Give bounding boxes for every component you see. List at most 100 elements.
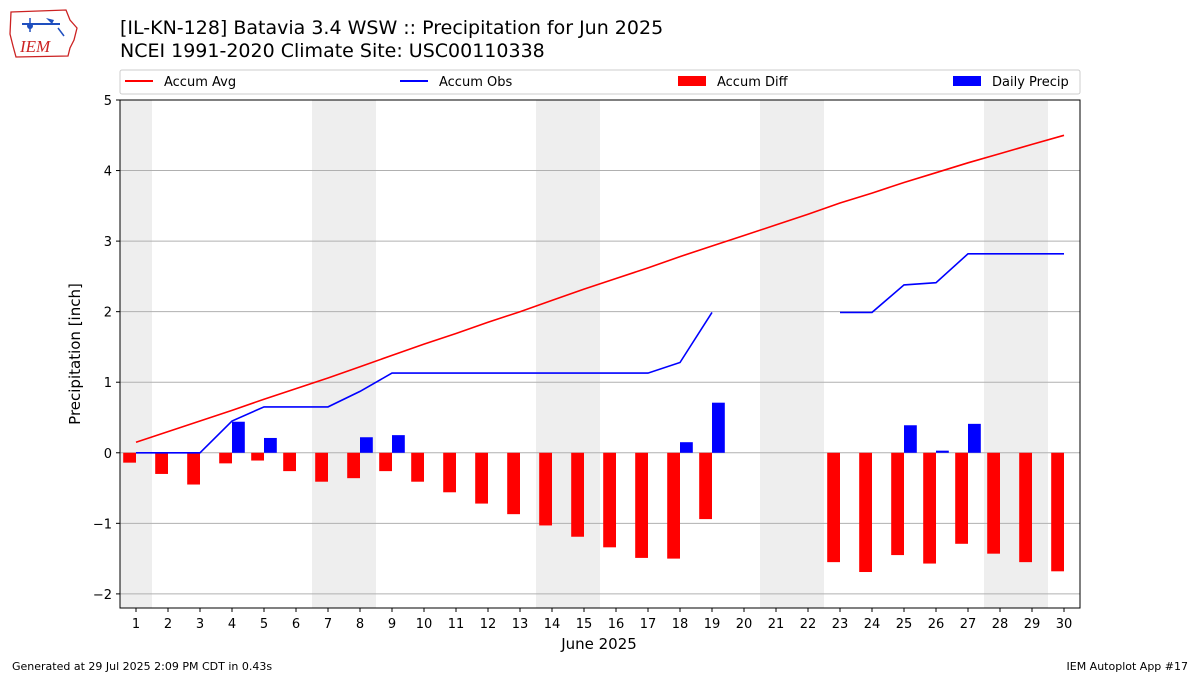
daily-precip-bar <box>904 425 917 453</box>
x-tick-label: 20 <box>736 617 753 632</box>
y-tick-label: 3 <box>104 235 112 250</box>
daily-precip-bar <box>712 402 725 453</box>
accum-diff-bar <box>347 452 360 479</box>
y-tick-label: 5 <box>104 94 112 109</box>
x-tick-label: 26 <box>928 617 945 632</box>
x-tick-label: 1 <box>132 617 140 632</box>
bars <box>123 402 1064 573</box>
x-tick-label: 7 <box>324 617 332 632</box>
daily-precip-bar <box>264 437 277 453</box>
x-tick-label: 30 <box>1056 617 1073 632</box>
logo-text: IEM <box>19 37 51 56</box>
accum-diff-bar <box>315 452 328 482</box>
x-tick-label: 8 <box>356 617 364 632</box>
accum-diff-bar <box>923 452 936 564</box>
legend-label-accum-avg: Accum Avg <box>164 75 236 90</box>
series-lines <box>135 134 1065 454</box>
x-tick-label: 3 <box>196 617 204 632</box>
weekend-band <box>120 100 152 608</box>
accum-obs-line <box>136 253 1064 454</box>
legend-swatch-accum-diff <box>678 76 706 86</box>
accum-diff-bar <box>187 452 200 485</box>
accum-diff-bar <box>155 452 168 474</box>
x-tick-label: 27 <box>960 617 977 632</box>
accum-diff-bar <box>475 452 488 504</box>
y-tick-label: 1 <box>104 376 112 391</box>
accum-diff-bar <box>699 452 712 520</box>
y-tick-label: 2 <box>104 306 112 321</box>
plot-frame <box>119 99 1081 609</box>
x-axis-label: June 2025 <box>560 635 637 653</box>
accum-diff-bar <box>1019 452 1032 563</box>
accum-diff-bar <box>251 452 264 461</box>
legend: Accum Avg Accum Obs Accum Diff Daily Precip <box>119 69 1081 95</box>
x-tick-label: 15 <box>576 617 593 632</box>
x-tick-label: 2 <box>164 617 172 632</box>
accum-diff-bar <box>283 452 296 472</box>
daily-precip-bar <box>392 435 405 453</box>
x-tick-label: 11 <box>448 617 465 632</box>
accum-diff-bar <box>539 452 552 526</box>
daily-precip-bar <box>968 423 981 453</box>
accum-diff-bar <box>123 452 136 463</box>
accum-diff-bar <box>411 452 424 482</box>
accum-diff-bar <box>603 452 616 548</box>
x-tick-label: 22 <box>800 617 817 632</box>
accum-diff-bar <box>379 452 392 472</box>
legend-label-accum-obs: Accum Obs <box>439 75 512 90</box>
daily-precip-bar <box>936 450 949 453</box>
app-note: IEM Autoplot App #17 <box>1066 660 1189 673</box>
x-tick-label: 14 <box>544 617 561 632</box>
weekend-band <box>312 100 376 608</box>
accum-diff-bar <box>219 452 232 464</box>
x-tick-label: 17 <box>640 617 657 632</box>
x-tick-label: 6 <box>292 617 300 632</box>
accum-diff-bar <box>635 452 648 558</box>
accum-diff-bar <box>955 452 968 544</box>
y-tick-label: −2 <box>93 588 112 603</box>
daily-precip-bar <box>680 442 693 453</box>
y-tick-label: 4 <box>104 165 112 180</box>
iowa-map-icon: IEM <box>9 9 78 58</box>
accum-diff-bar <box>987 452 1000 554</box>
x-tick-label: 24 <box>864 617 881 632</box>
weekend-band <box>760 100 824 608</box>
chart-subtitle: NCEI 1991-2020 Climate Site: USC00110338 <box>120 40 545 62</box>
accum-diff-bar <box>827 452 840 563</box>
daily-precip-bar <box>232 421 245 453</box>
accum-diff-bar <box>1051 452 1064 572</box>
y-axis-label: Precipitation [inch] <box>66 283 84 425</box>
legend-label-daily-precip: Daily Precip <box>992 75 1069 90</box>
y-axis: −2 −1 0 1 2 3 4 5 <box>93 94 120 603</box>
y-tick-label: 0 <box>104 447 112 462</box>
accum-diff-bar <box>859 452 872 573</box>
accum-diff-bar <box>507 452 520 515</box>
accum-diff-bar <box>443 452 456 493</box>
daily-precip-bar <box>360 437 373 453</box>
chart-title: [IL-KN-128] Batavia 3.4 WSW :: Precipita… <box>120 17 664 39</box>
x-tick-label: 4 <box>228 617 236 632</box>
x-tick-label: 29 <box>1024 617 1041 632</box>
x-tick-label: 19 <box>704 617 721 632</box>
x-tick-label: 9 <box>388 617 396 632</box>
accum-avg-line <box>135 134 1065 443</box>
legend-label-accum-diff: Accum Diff <box>717 75 789 90</box>
legend-swatch-daily-precip <box>953 76 981 86</box>
x-tick-label: 18 <box>672 617 689 632</box>
x-tick-label: 12 <box>480 617 497 632</box>
x-tick-label: 5 <box>260 617 268 632</box>
accum-diff-bar <box>891 452 904 556</box>
x-tick-label: 28 <box>992 617 1009 632</box>
x-tick-label: 23 <box>832 617 849 632</box>
x-tick-label: 21 <box>768 617 785 632</box>
x-tick-label: 25 <box>896 617 913 632</box>
x-tick-label: 16 <box>608 617 625 632</box>
iem-logo: IEM <box>8 6 80 60</box>
y-tick-label: −1 <box>93 517 112 532</box>
accum-diff-bar <box>667 452 680 559</box>
weekend-band <box>536 100 600 608</box>
x-tick-label: 13 <box>512 617 529 632</box>
x-axis: 1 2 3 4 5 6 7 8 9 10 11 12 13 14 15 16 17 18 19 20 21 22 23 24 2… <box>132 608 1072 632</box>
accum-diff-bar <box>571 452 584 537</box>
